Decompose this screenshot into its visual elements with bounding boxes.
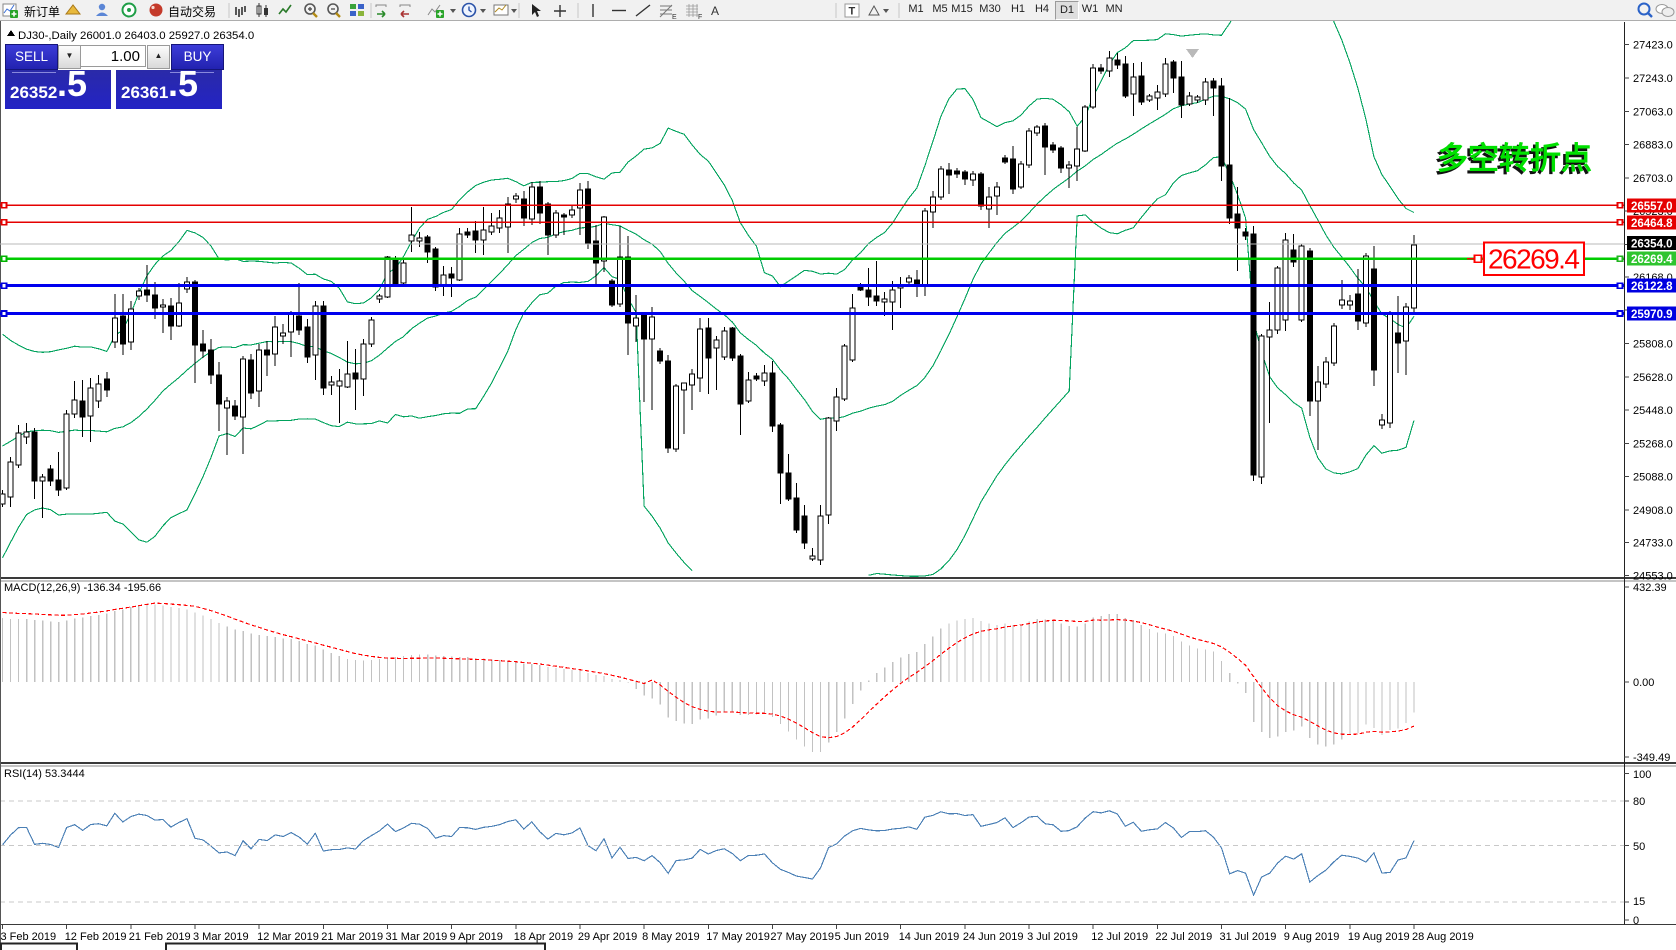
- svg-text:MACD(12,26,9) -136.34 -195.66: MACD(12,26,9) -136.34 -195.66: [4, 582, 161, 594]
- svg-text:-349.49: -349.49: [1633, 752, 1670, 764]
- svg-text:24 Jun 2019: 24 Jun 2019: [963, 931, 1024, 943]
- svg-text:多空转折点: 多空转折点: [1437, 141, 1592, 176]
- svg-text:26557.0: 26557.0: [1631, 201, 1673, 213]
- svg-text:T: T: [849, 6, 856, 18]
- svg-text:21 Feb 2019: 21 Feb 2019: [129, 931, 191, 943]
- svg-text:26269.4: 26269.4: [1488, 244, 1580, 275]
- svg-text:27063.0: 27063.0: [1633, 106, 1673, 118]
- svg-text:21 Mar 2019: 21 Mar 2019: [321, 931, 383, 943]
- svg-text:50: 50: [1633, 841, 1645, 853]
- svg-text:24553.0: 24553.0: [1633, 571, 1673, 583]
- svg-text:25268.0: 25268.0: [1633, 438, 1673, 450]
- svg-text:12 Mar 2019: 12 Mar 2019: [257, 931, 319, 943]
- svg-text:15: 15: [1633, 896, 1645, 908]
- svg-text:27 May 2019: 27 May 2019: [770, 931, 834, 943]
- svg-text:24733.0: 24733.0: [1633, 537, 1673, 549]
- svg-text:25808.0: 25808.0: [1633, 339, 1673, 351]
- svg-text:26269.4: 26269.4: [1631, 254, 1673, 266]
- svg-text:A: A: [711, 4, 719, 18]
- svg-text:DJ30-,Daily 26001.0 26403.0 2: DJ30-,Daily 26001.0 26403.0 25927.0 2635…: [18, 30, 254, 42]
- svg-text:5 Jun 2019: 5 Jun 2019: [835, 931, 889, 943]
- svg-text:12 Jul 2019: 12 Jul 2019: [1091, 931, 1148, 943]
- svg-text:0: 0: [1633, 915, 1639, 927]
- svg-text:31 Jul 2019: 31 Jul 2019: [1220, 931, 1277, 943]
- svg-text:E: E: [672, 14, 677, 21]
- svg-text:28 Aug 2019: 28 Aug 2019: [1412, 931, 1474, 943]
- svg-text:27243.0: 27243.0: [1633, 73, 1673, 85]
- svg-text:3 Jul 2019: 3 Jul 2019: [1027, 931, 1078, 943]
- svg-text:19 Aug 2019: 19 Aug 2019: [1348, 931, 1410, 943]
- svg-text:25628.0: 25628.0: [1633, 372, 1673, 384]
- svg-text:14 Jun 2019: 14 Jun 2019: [899, 931, 960, 943]
- svg-text:18 Apr 2019: 18 Apr 2019: [514, 931, 573, 943]
- svg-text:27423.0: 27423.0: [1633, 40, 1673, 52]
- svg-text:17 May 2019: 17 May 2019: [706, 931, 770, 943]
- svg-text:432.39: 432.39: [1633, 582, 1667, 594]
- svg-text:0.00: 0.00: [1633, 677, 1654, 689]
- svg-text:26703.0: 26703.0: [1633, 173, 1673, 185]
- svg-text:26883.0: 26883.0: [1633, 140, 1673, 152]
- svg-text:RSI(14) 53.3444: RSI(14) 53.3444: [4, 768, 85, 780]
- svg-text:80: 80: [1633, 796, 1645, 808]
- svg-text:26464.8: 26464.8: [1631, 218, 1673, 230]
- svg-text:F: F: [698, 14, 702, 21]
- svg-text:25088.0: 25088.0: [1633, 472, 1673, 484]
- svg-text:9 Aug 2019: 9 Aug 2019: [1284, 931, 1340, 943]
- svg-text:3 Mar 2019: 3 Mar 2019: [193, 931, 249, 943]
- svg-text:26354.0: 26354.0: [1631, 239, 1673, 251]
- svg-text:31 Mar 2019: 31 Mar 2019: [386, 931, 448, 943]
- svg-text:3 Feb 2019: 3 Feb 2019: [1, 931, 57, 943]
- svg-text:24908.0: 24908.0: [1633, 505, 1673, 517]
- svg-text:12 Feb 2019: 12 Feb 2019: [65, 931, 127, 943]
- svg-text:9 Apr 2019: 9 Apr 2019: [450, 931, 503, 943]
- svg-text:多空转折点: 多空转折点: [1435, 144, 1590, 179]
- svg-text:29 Apr 2019: 29 Apr 2019: [578, 931, 637, 943]
- svg-text:100: 100: [1633, 769, 1651, 781]
- svg-text:22 Jul 2019: 22 Jul 2019: [1155, 931, 1212, 943]
- svg-text:8 May 2019: 8 May 2019: [642, 931, 699, 943]
- svg-text:26122.8: 26122.8: [1631, 281, 1673, 293]
- svg-text:25970.9: 25970.9: [1631, 309, 1673, 321]
- svg-text:25448.0: 25448.0: [1633, 405, 1673, 417]
